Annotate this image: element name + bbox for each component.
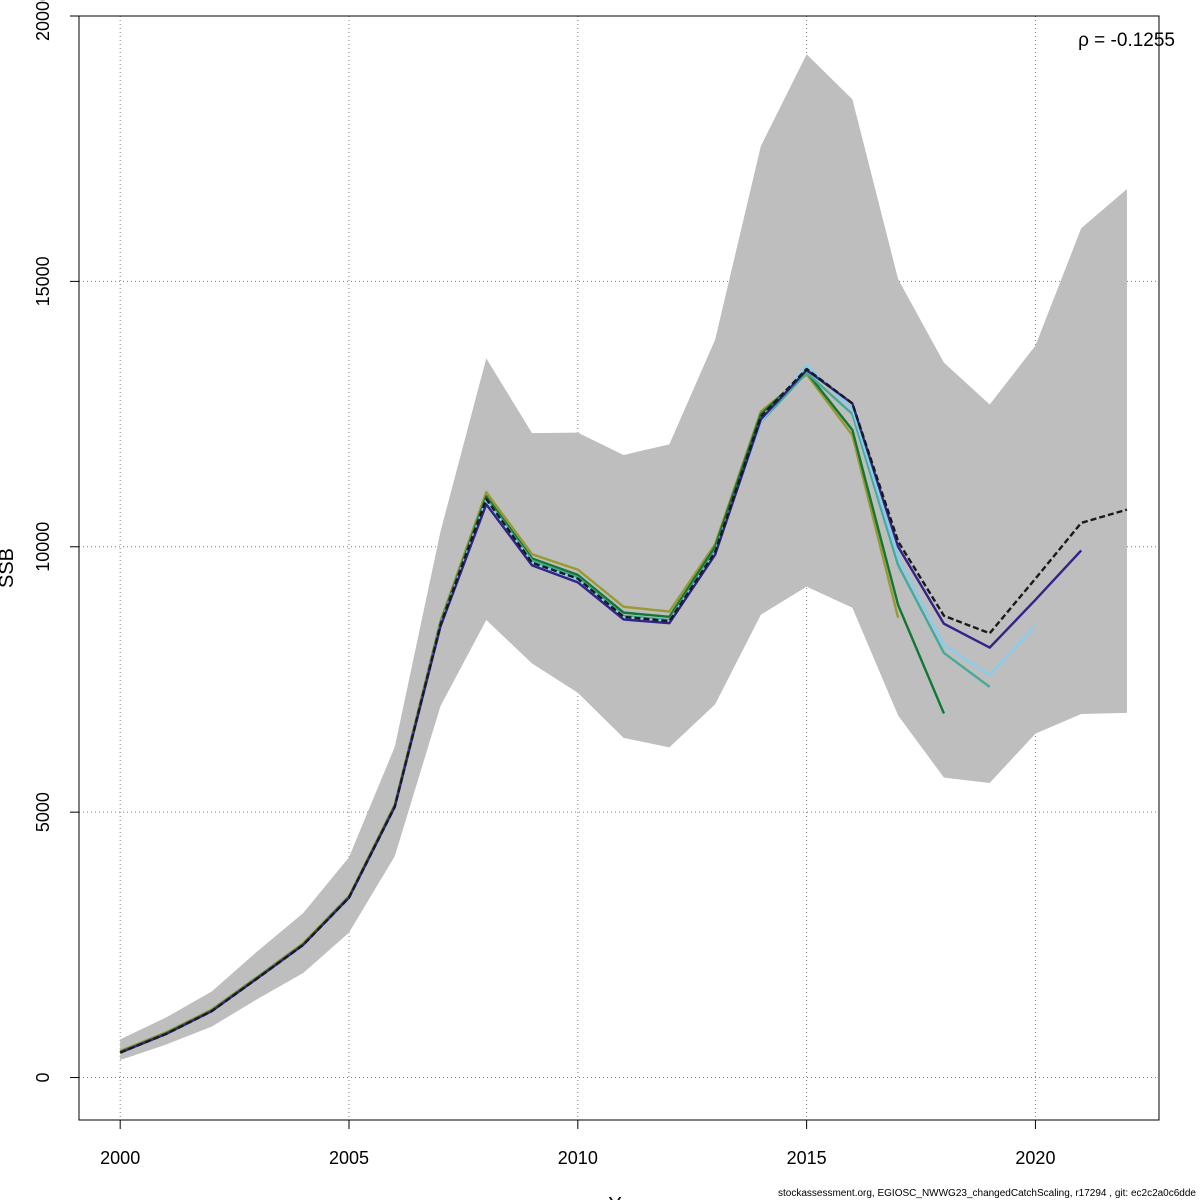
y-tick-label: 5000	[33, 792, 53, 832]
x-axis-title: Y	[608, 1194, 621, 1200]
rho-annotation: ρ = -0.1255	[1078, 30, 1175, 51]
y-tick-label: 10000	[33, 522, 53, 572]
x-tick-label: 2015	[787, 1148, 827, 1168]
y-tick-label: 0	[33, 1073, 53, 1083]
confidence-band	[120, 54, 1127, 1061]
confidence-band-area	[120, 54, 1127, 1061]
y-tick-label: 15000	[33, 256, 53, 306]
y-axis-title: SSB	[0, 548, 18, 588]
y-axis: 0 5000 10000 15000 20000	[33, 0, 80, 1083]
x-axis: 2000 2005 2010 2015 2020	[100, 1119, 1055, 1168]
series-lines	[119, 364, 1128, 1054]
y-tick-label: 20000	[33, 0, 53, 41]
x-tick-label: 2020	[1015, 1148, 1055, 1168]
x-tick-label: 2000	[100, 1148, 140, 1168]
x-tick-label: 2010	[558, 1148, 598, 1168]
series-line-0	[119, 367, 1128, 1054]
x-tick-label: 2005	[329, 1148, 369, 1168]
footer-credit: stockassessment.org, EGIOSC_NWWG23_chang…	[778, 1188, 1196, 1199]
